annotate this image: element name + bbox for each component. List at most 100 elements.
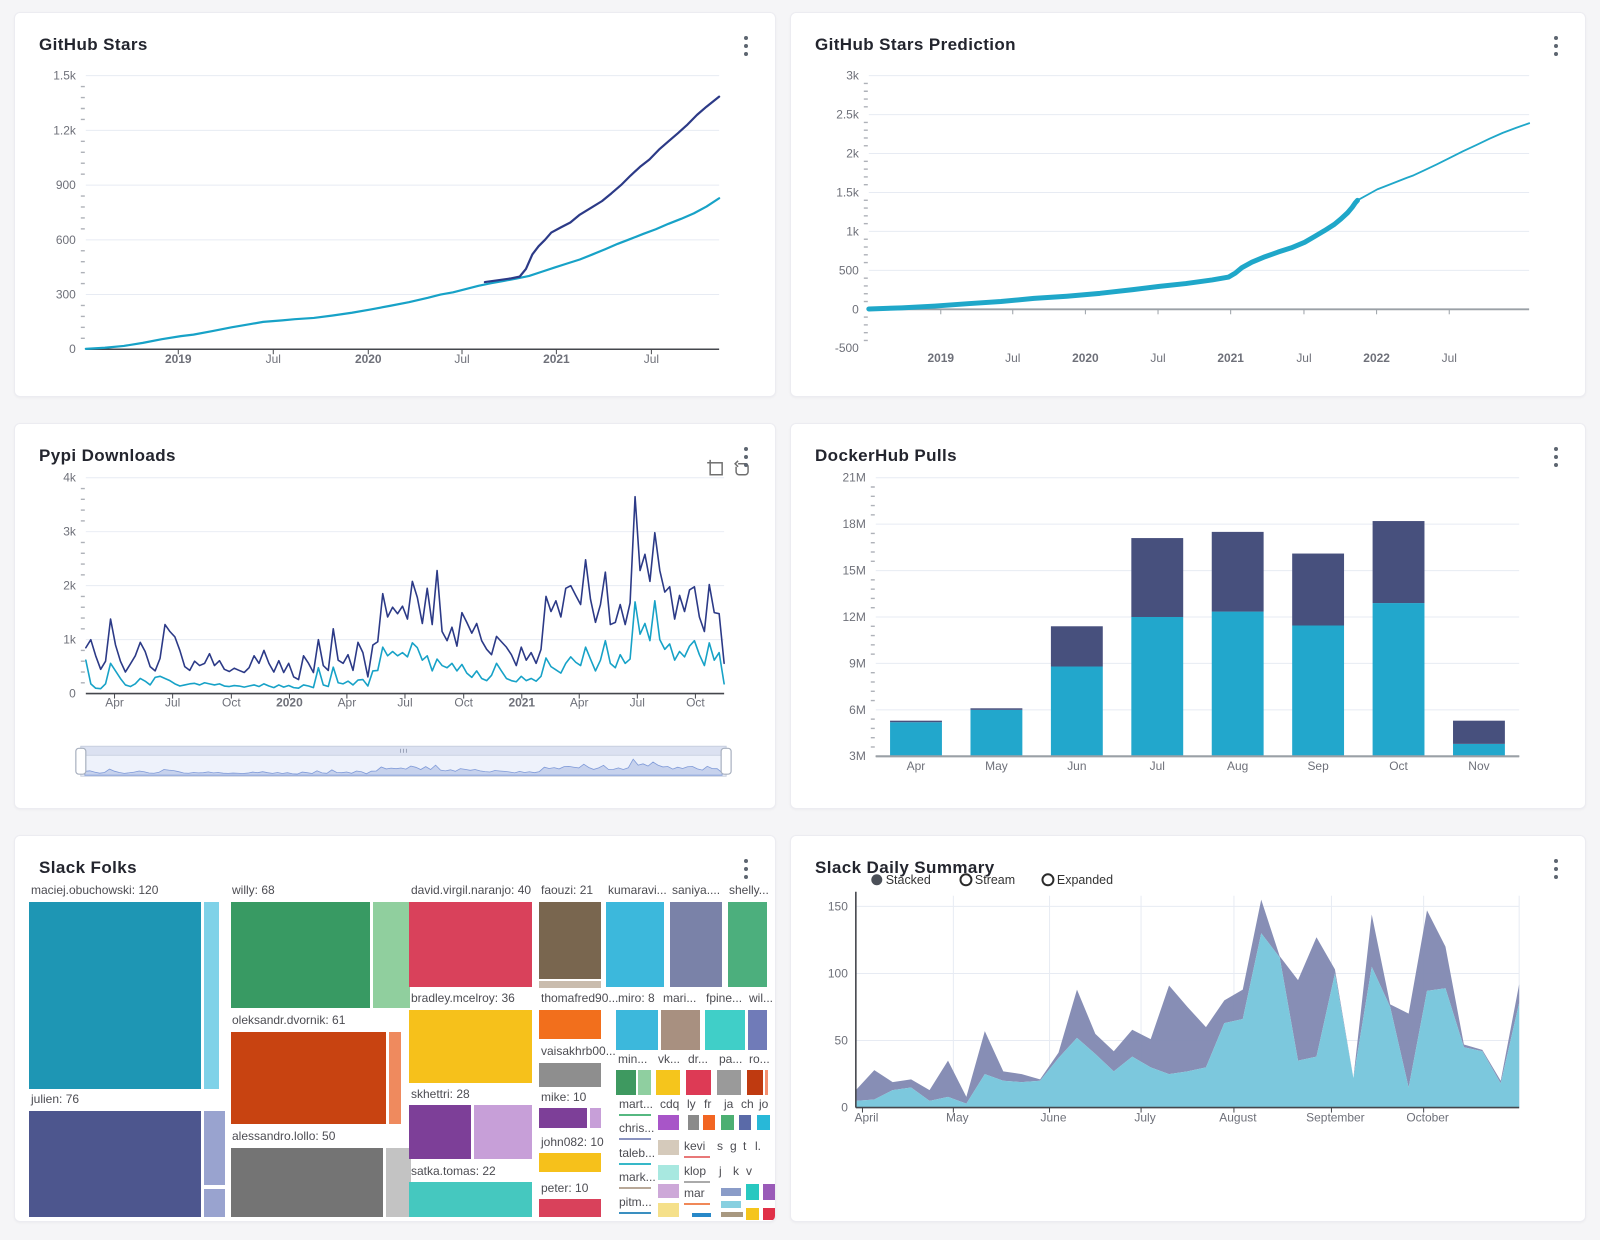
treemap-cell[interactable]	[373, 902, 410, 1008]
treemap-cell[interactable]	[409, 1182, 532, 1217]
treemap-cell[interactable]	[409, 1105, 471, 1159]
treemap-cell[interactable]	[590, 1108, 601, 1128]
treemap-cell[interactable]	[721, 1212, 743, 1217]
treemap-cell[interactable]	[748, 1010, 767, 1050]
kebab-menu-icon[interactable]	[739, 35, 753, 57]
bar-nov-top[interactable]	[1453, 720, 1505, 744]
panel-github-stars-prediction: GitHub Stars Prediction -500 0 500 1k 1.5k 2k…	[790, 12, 1586, 397]
treemap-cell[interactable]	[703, 1115, 715, 1130]
treemap-cell[interactable]	[29, 1111, 201, 1217]
kebab-menu-icon[interactable]	[739, 858, 753, 880]
kebab-menu-icon[interactable]	[1549, 858, 1563, 880]
treemap-cell[interactable]	[658, 1184, 679, 1198]
treemap-cell[interactable]	[686, 1070, 711, 1095]
treemap-cell[interactable]	[661, 1010, 700, 1050]
y-axis-label: 9M	[849, 656, 866, 670]
bar-oct-bottom[interactable]	[1372, 603, 1425, 757]
treemap-cell[interactable]	[539, 1010, 601, 1039]
treemap-cell[interactable]	[231, 1032, 386, 1124]
treemap-cell[interactable]	[658, 1140, 679, 1155]
legend-item-stream[interactable]: Stream	[959, 873, 1015, 887]
treemap-cell[interactable]	[231, 1148, 383, 1217]
slider-handle-right[interactable]	[720, 747, 732, 775]
treemap-cell[interactable]	[688, 1115, 699, 1130]
treemap-cell[interactable]	[409, 902, 532, 987]
treemap-cell[interactable]	[705, 1010, 745, 1050]
bar-sep-top[interactable]	[1292, 553, 1345, 626]
bar-jul-bottom[interactable]	[1131, 616, 1184, 757]
treemap-cell[interactable]	[539, 1063, 601, 1087]
treemap-cell[interactable]	[746, 1184, 759, 1200]
datazoom-slider[interactable]	[75, 745, 732, 777]
treemap-label: willy: 68	[232, 883, 275, 897]
treemap-cell[interactable]	[386, 1148, 411, 1217]
legend-item-expanded[interactable]: Expanded	[1041, 873, 1113, 887]
treemap-cell[interactable]	[763, 1208, 775, 1220]
kebab-menu-icon[interactable]	[739, 446, 753, 468]
treemap-cell[interactable]	[746, 1208, 759, 1220]
bar-may-top[interactable]	[970, 708, 1023, 710]
bar-jun-bottom[interactable]	[1050, 666, 1103, 757]
treemap-cell[interactable]	[539, 1108, 587, 1128]
treemap-cell[interactable]	[389, 1032, 401, 1124]
treemap-cell[interactable]	[204, 1111, 225, 1185]
treemap-cell[interactable]	[658, 1165, 679, 1180]
treemap-cell[interactable]	[539, 981, 601, 988]
treemap-cell[interactable]	[539, 902, 601, 979]
legend-item-stacked[interactable]: Stacked	[871, 873, 931, 887]
bar-aug-bottom[interactable]	[1211, 611, 1264, 757]
treemap-cell[interactable]	[721, 1115, 734, 1130]
treemap-label: min...	[618, 1052, 648, 1066]
treemap-label: ly	[687, 1097, 696, 1111]
y-axis-label: 500	[839, 263, 859, 277]
treemap-cell[interactable]	[658, 1203, 679, 1217]
datazoom-icon[interactable]	[707, 459, 723, 476]
treemap-cell[interactable]	[692, 1213, 711, 1217]
x-axis-label: 2021	[508, 696, 535, 710]
treemap-cell[interactable]	[539, 1199, 601, 1217]
bar-aug-top[interactable]	[1211, 531, 1264, 612]
treemap-cell[interactable]	[763, 1184, 775, 1200]
treemap-cell[interactable]	[616, 1070, 636, 1095]
x-axis-label: May	[985, 759, 1008, 773]
panel-dockerhub-pulls: DockerHub Pulls 3M 6M 9M 12M 15M 18M 21M Apr May…	[790, 423, 1586, 809]
treemap-cell[interactable]	[739, 1115, 751, 1130]
slack-folks-treemap: maciej.obuchowski: 120 julien: 76 willy: 6…	[15, 836, 775, 1221]
treemap-cell[interactable]	[606, 902, 664, 987]
treemap-cell[interactable]	[728, 902, 767, 987]
treemap-cell[interactable]	[474, 1105, 532, 1159]
treemap-cell[interactable]	[747, 1070, 763, 1095]
treemap-cell[interactable]	[656, 1070, 680, 1095]
treemap-cell[interactable]	[231, 902, 370, 1008]
treemap-cell[interactable]	[765, 1070, 768, 1095]
x-axis-label: 2020	[355, 352, 382, 366]
treemap-label: dr...	[688, 1052, 709, 1066]
bar-may-bottom[interactable]	[970, 709, 1023, 757]
treemap-cell[interactable]	[29, 902, 201, 1089]
bar-apr-top[interactable]	[890, 720, 942, 723]
treemap-cell[interactable]	[717, 1070, 741, 1095]
kebab-menu-icon[interactable]	[1549, 35, 1563, 57]
treemap-cell[interactable]	[204, 902, 219, 1089]
treemap-cell[interactable]	[638, 1070, 651, 1095]
slack-daily-summary-chart: 0 50 100 150 April May June July August September…	[828, 873, 1520, 1125]
treemap-cell[interactable]	[757, 1115, 770, 1130]
bar-sep-bottom[interactable]	[1292, 625, 1345, 757]
bar-nov-bottom[interactable]	[1453, 743, 1505, 757]
bar-jun-top[interactable]	[1050, 626, 1103, 667]
treemap-cell[interactable]	[658, 1115, 679, 1130]
treemap-cell[interactable]	[539, 1153, 601, 1172]
treemap-cell[interactable]	[721, 1201, 741, 1208]
bar-jul-top[interactable]	[1131, 538, 1184, 617]
x-axis-label: Jul	[266, 352, 281, 366]
bar-apr-bottom[interactable]	[890, 722, 942, 757]
treemap-cell[interactable]	[616, 1010, 658, 1050]
treemap-cell[interactable]	[670, 902, 722, 987]
kebab-menu-icon[interactable]	[1549, 446, 1563, 468]
treemap-cell[interactable]	[204, 1189, 225, 1217]
treemap-cell[interactable]	[409, 1010, 532, 1083]
treemap-cell[interactable]	[721, 1188, 741, 1196]
treemap-label: vaisakhrb00...	[541, 1044, 616, 1058]
slider-handle-left[interactable]	[75, 747, 87, 775]
bar-oct-top[interactable]	[1372, 521, 1425, 604]
